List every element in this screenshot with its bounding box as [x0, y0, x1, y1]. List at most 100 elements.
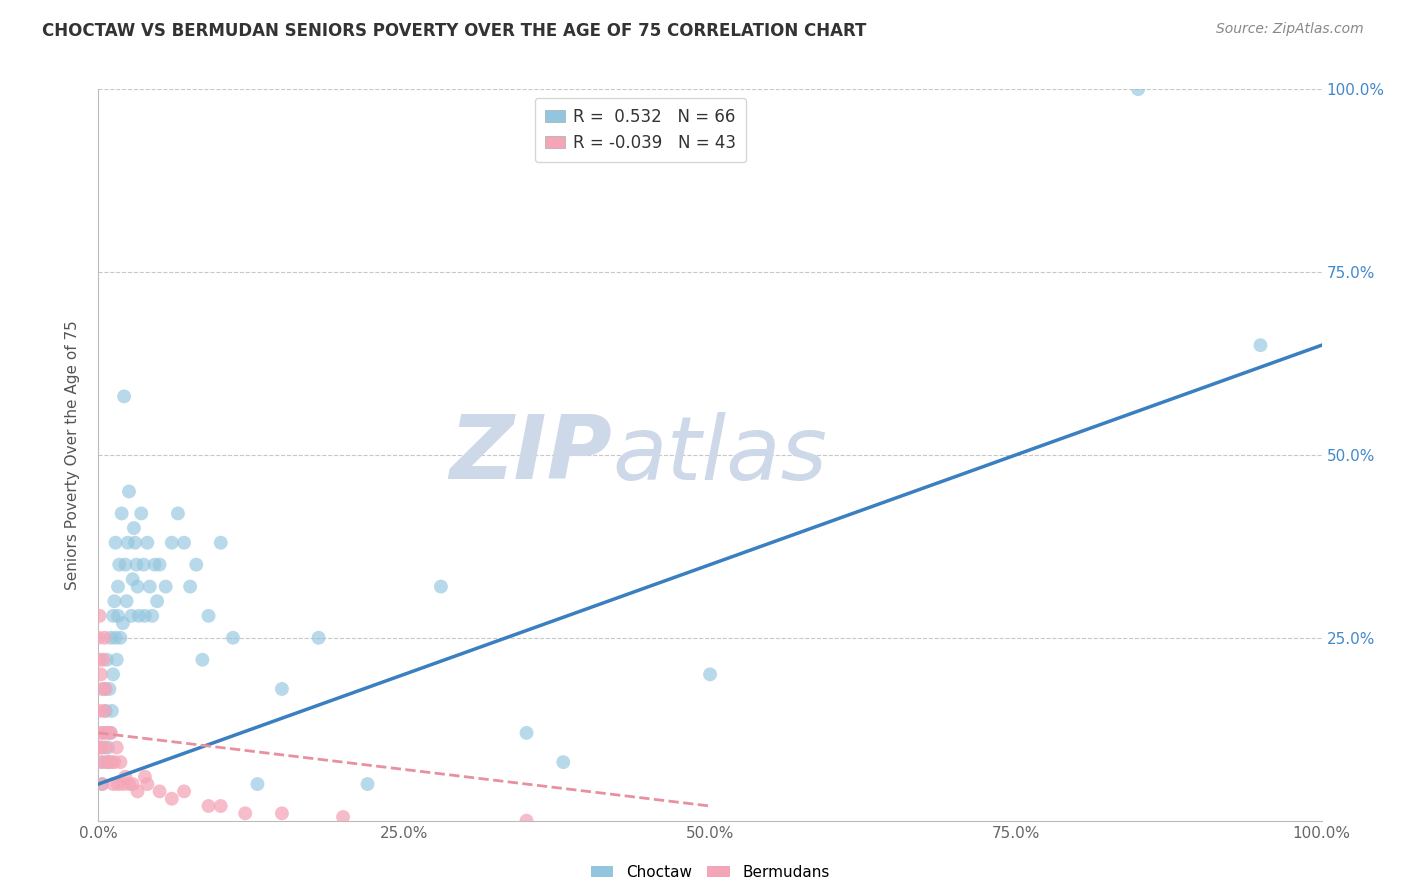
Text: atlas: atlas: [612, 412, 827, 498]
Point: [141, 608, 163, 623]
Y-axis label: Seniors Poverty Over the Age of 75: Seniors Poverty Over the Age of 75: [65, 320, 80, 590]
Point: [121, 572, 143, 586]
Point: [134, 608, 156, 623]
Point: [332, 810, 354, 824]
Point: [100, 631, 122, 645]
Point: [136, 535, 159, 549]
Point: [90, 667, 112, 681]
Point: [96, 755, 118, 769]
Point: [91, 681, 114, 696]
Point: [146, 594, 169, 608]
Point: [124, 535, 146, 549]
Point: [100, 726, 122, 740]
Point: [93, 631, 115, 645]
Point: [143, 558, 166, 572]
Point: [87, 631, 110, 645]
Point: [115, 594, 138, 608]
Point: [97, 726, 120, 740]
Point: [98, 755, 121, 769]
Text: CHOCTAW VS BERMUDAN SENIORS POVERTY OVER THE AGE OF 75 CORRELATION CHART: CHOCTAW VS BERMUDAN SENIORS POVERTY OVER…: [42, 22, 866, 40]
Point: [91, 777, 114, 791]
Point: [167, 507, 190, 521]
Point: [149, 784, 172, 798]
Point: [111, 777, 134, 791]
Point: [91, 755, 114, 769]
Point: [90, 740, 112, 755]
Point: [114, 558, 136, 572]
Point: [136, 777, 159, 791]
Point: [94, 704, 117, 718]
Point: [118, 484, 141, 499]
Point: [699, 667, 721, 681]
Point: [101, 608, 124, 623]
Point: [356, 777, 378, 791]
Point: [108, 558, 131, 572]
Point: [197, 608, 219, 623]
Point: [103, 594, 125, 608]
Text: ZIP: ZIP: [450, 411, 612, 499]
Point: [1128, 82, 1150, 96]
Point: [89, 608, 111, 623]
Point: [515, 814, 537, 828]
Point: [308, 631, 330, 645]
Point: [270, 806, 294, 821]
Point: [104, 631, 127, 645]
Point: [91, 777, 114, 791]
Point: [117, 535, 139, 549]
Point: [160, 535, 183, 549]
Point: [90, 755, 112, 769]
Point: [127, 580, 149, 594]
Point: [111, 616, 134, 631]
Point: [111, 507, 134, 521]
Point: [179, 580, 201, 594]
Point: [222, 631, 245, 645]
Point: [118, 777, 141, 791]
Point: [127, 784, 149, 798]
Point: [1249, 338, 1271, 352]
Point: [120, 608, 142, 623]
Point: [132, 558, 155, 572]
Point: [101, 755, 124, 769]
Point: [197, 799, 219, 814]
Point: [553, 755, 575, 769]
Point: [149, 558, 172, 572]
Point: [103, 755, 125, 769]
Point: [191, 653, 214, 667]
Point: [114, 770, 136, 784]
Point: [134, 770, 156, 784]
Point: [107, 580, 129, 594]
Point: [104, 535, 127, 549]
Point: [129, 507, 152, 521]
Point: [139, 580, 162, 594]
Point: [515, 726, 537, 740]
Point: [89, 653, 111, 667]
Point: [270, 681, 294, 696]
Point: [121, 777, 143, 791]
Legend: Choctaw, Bermudans: Choctaw, Bermudans: [585, 859, 835, 886]
Point: [97, 755, 120, 769]
Point: [173, 784, 195, 798]
Point: [186, 558, 208, 572]
Point: [91, 653, 114, 667]
Point: [90, 726, 112, 740]
Point: [128, 608, 150, 623]
Point: [94, 681, 117, 696]
Point: [160, 791, 183, 805]
Point: [430, 580, 453, 594]
Point: [101, 667, 124, 681]
Point: [93, 704, 115, 718]
Point: [105, 653, 128, 667]
Point: [209, 535, 232, 549]
Point: [233, 806, 256, 821]
Point: [97, 740, 120, 755]
Point: [173, 535, 195, 549]
Point: [93, 726, 115, 740]
Point: [101, 777, 124, 791]
Point: [93, 681, 115, 696]
Point: [94, 740, 117, 755]
Point: [246, 777, 269, 791]
Point: [110, 755, 132, 769]
Point: [107, 777, 129, 791]
Point: [91, 726, 114, 740]
Point: [89, 704, 111, 718]
